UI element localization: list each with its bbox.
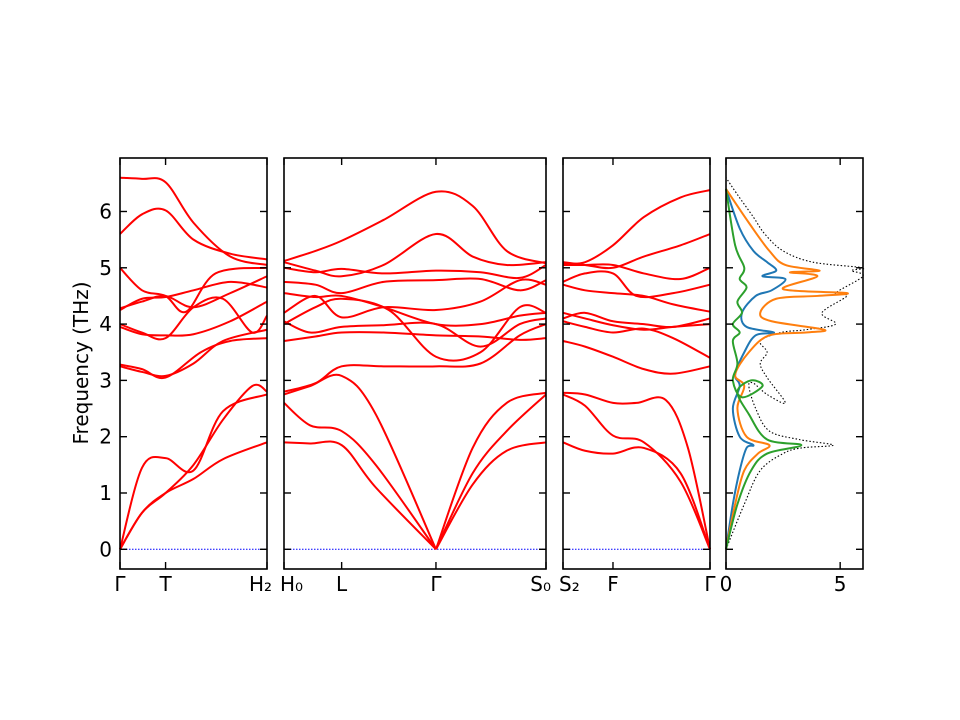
band-line <box>283 331 547 342</box>
y-axis-label: Frequency (THz) <box>69 281 93 444</box>
band-line <box>119 393 268 550</box>
dos-series-line <box>725 188 849 550</box>
panel-segment-3: S₂ F Γ <box>559 157 716 596</box>
dos-series-line <box>725 188 787 550</box>
band-line <box>119 337 268 380</box>
y-tick-label: 5 <box>99 256 112 280</box>
y-tick-label: 0 <box>99 537 112 561</box>
x-tick-label: L <box>336 572 348 596</box>
y-tick-label: 3 <box>99 368 112 392</box>
x-tick-label: H₂ <box>249 572 272 596</box>
band-line <box>119 176 268 266</box>
dos-series-line <box>725 177 865 550</box>
band-line <box>435 441 547 550</box>
band-line <box>562 283 711 313</box>
x-tick-label: Γ <box>114 572 126 596</box>
band-line <box>119 280 268 311</box>
band-line <box>435 391 547 550</box>
axes-frame <box>562 157 711 570</box>
band-line <box>283 317 547 348</box>
x-tick-label: 5 <box>834 572 847 596</box>
band-line <box>562 391 711 550</box>
y-tick-label: 6 <box>99 199 112 223</box>
band-line <box>562 320 711 359</box>
x-tick-label: 0 <box>720 572 733 596</box>
band-line <box>283 373 437 550</box>
y-tick-label: 2 <box>99 425 112 449</box>
band-line <box>562 270 711 299</box>
band-line <box>283 277 547 295</box>
band-line <box>562 393 711 550</box>
band-line <box>562 441 711 550</box>
band-line <box>562 311 711 329</box>
band-line <box>283 264 547 280</box>
band-line <box>283 190 547 265</box>
axes-frame <box>725 157 864 570</box>
x-tick-label: F <box>607 572 619 596</box>
panel-segment-2: H₀ L Γ S₀ <box>280 157 551 596</box>
x-tick-label: H₀ <box>280 572 303 596</box>
x-tick-label: T <box>158 572 172 596</box>
band-line <box>283 440 437 550</box>
band-line <box>119 441 268 550</box>
band-line <box>563 263 711 281</box>
band-line <box>283 323 547 393</box>
band-line <box>119 300 268 337</box>
panel-segment-1: 0 1 2 3 4 5 6 Γ T H₂ <box>99 157 272 596</box>
y-tick-label: 1 <box>99 481 112 505</box>
band-line <box>119 275 268 310</box>
band-line <box>283 278 547 319</box>
band-line <box>119 207 268 261</box>
band-line <box>119 266 268 314</box>
band-line <box>562 340 711 375</box>
x-tick-label: S₀ <box>530 572 551 596</box>
band-line <box>562 189 711 265</box>
y-tick-label: 4 <box>99 312 112 336</box>
x-tick-label: Γ <box>704 572 716 596</box>
band-line <box>283 402 437 550</box>
band-line <box>119 383 268 550</box>
x-tick-label: S₂ <box>559 572 580 596</box>
band-line <box>119 328 268 378</box>
band-line <box>283 297 547 362</box>
band-line <box>283 233 547 278</box>
band-line <box>562 233 711 270</box>
axes-frame <box>119 157 268 570</box>
band-line <box>435 393 547 550</box>
axes-frame <box>283 157 547 570</box>
x-tick-label: Γ <box>430 572 442 596</box>
